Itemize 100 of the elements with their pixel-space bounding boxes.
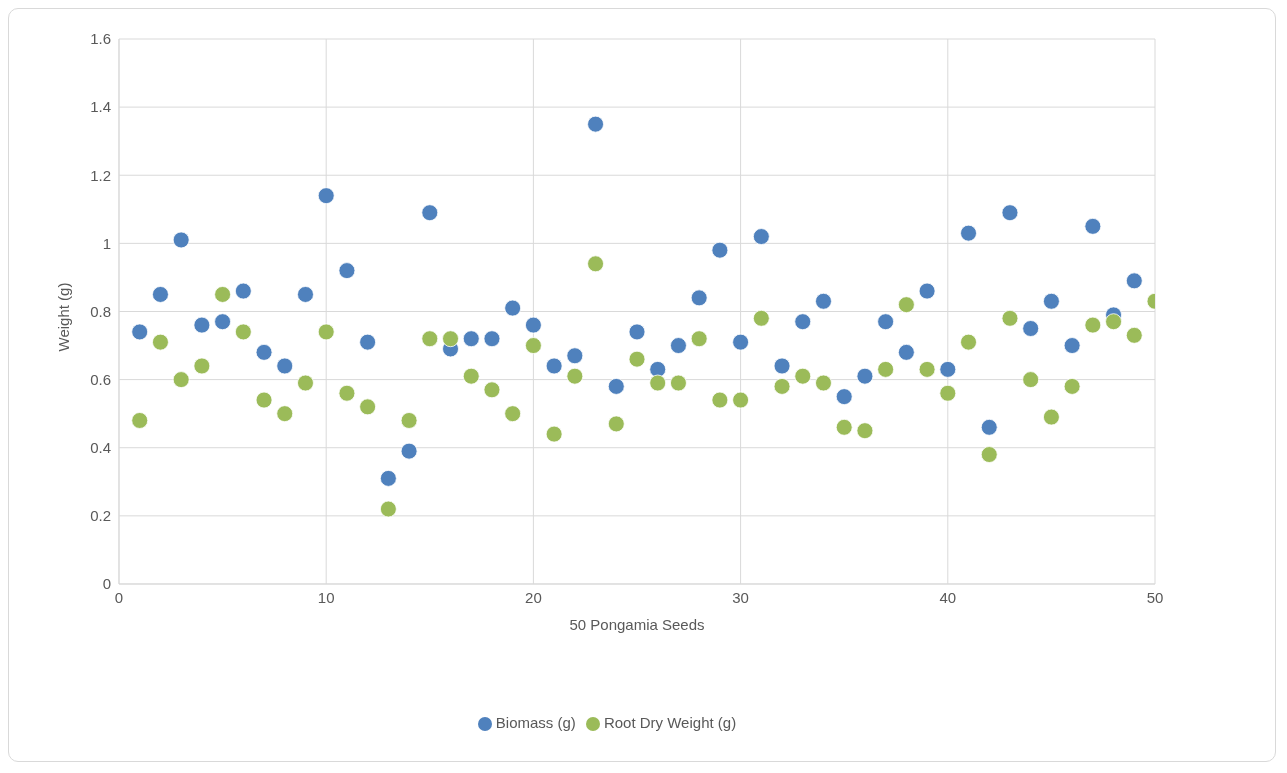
- point: [897, 343, 915, 361]
- point: [587, 255, 604, 273]
- y-tick-label: 0.2: [90, 507, 111, 525]
- point: [131, 412, 149, 429]
- point: [1084, 217, 1102, 235]
- point: [835, 418, 853, 436]
- point: [297, 286, 314, 303]
- point: [649, 374, 667, 392]
- point: [607, 415, 625, 433]
- point: [462, 367, 480, 385]
- legend-label: Root Dry Weight (g): [603, 713, 737, 731]
- point: [172, 231, 190, 249]
- point: [752, 309, 770, 327]
- point: [980, 446, 998, 463]
- x-axis-title: 50 Pongamia Seeds: [569, 615, 705, 633]
- point: [628, 323, 646, 341]
- point: [815, 292, 832, 310]
- point: [359, 398, 377, 416]
- point: [1084, 316, 1102, 334]
- x-tick-label: 0: [114, 588, 124, 606]
- point: [670, 337, 687, 354]
- point: [276, 405, 294, 423]
- point: [939, 384, 957, 402]
- point: [317, 323, 335, 341]
- y-tick-label: 1.6: [90, 30, 111, 48]
- point: [670, 374, 687, 392]
- y-tick-label: 0: [102, 575, 111, 593]
- point: [711, 241, 729, 259]
- point: [856, 367, 874, 385]
- point: [1022, 320, 1040, 337]
- point: [918, 360, 936, 378]
- x-tick-label: 30: [732, 588, 749, 606]
- point: [1125, 272, 1143, 290]
- point: [607, 378, 625, 395]
- point: [732, 391, 749, 409]
- point: [960, 224, 977, 242]
- point: [1063, 337, 1081, 354]
- point: [504, 405, 522, 423]
- point: [193, 316, 211, 334]
- point: [773, 378, 791, 395]
- point: [172, 371, 190, 389]
- point: [483, 381, 501, 399]
- x-tick-label: 10: [317, 588, 335, 606]
- point: [711, 391, 729, 409]
- point: [566, 367, 584, 385]
- point: [877, 313, 895, 331]
- point: [504, 299, 522, 317]
- point: [794, 313, 812, 331]
- point: [815, 374, 832, 392]
- point: [214, 286, 231, 303]
- point: [628, 350, 646, 368]
- point: [462, 330, 480, 348]
- point: [525, 337, 542, 354]
- point: [545, 425, 563, 443]
- x-tick-label: 50: [1146, 588, 1164, 606]
- point: [732, 333, 749, 351]
- point: [690, 330, 708, 348]
- point: [1063, 378, 1081, 395]
- y-tick-label: 0.8: [90, 302, 111, 320]
- y-axis-title: Weight (g): [55, 282, 73, 352]
- point: [566, 347, 584, 365]
- x-tick-label: 40: [939, 588, 957, 606]
- y-tick-label: 0.4: [90, 439, 111, 457]
- point: [193, 357, 211, 375]
- y-tick-label: 0.6: [90, 370, 111, 388]
- point: [483, 330, 501, 348]
- point: [525, 316, 542, 334]
- point: [918, 282, 936, 300]
- point: [649, 360, 667, 378]
- point: [152, 333, 169, 351]
- point: [359, 333, 377, 351]
- point: [794, 367, 812, 385]
- point: [980, 418, 998, 436]
- point: [877, 360, 895, 378]
- point: [234, 323, 252, 341]
- point: [255, 343, 273, 361]
- point: [400, 412, 418, 429]
- point: [234, 282, 252, 300]
- point: [1043, 292, 1060, 310]
- point: [960, 333, 977, 351]
- point: [400, 442, 418, 460]
- point: [421, 330, 439, 348]
- y-tick-label: 1: [102, 234, 111, 252]
- point: [1043, 408, 1060, 426]
- point: [939, 360, 957, 378]
- point: [545, 357, 563, 375]
- point: [379, 500, 397, 518]
- y-tick-label: 1.2: [90, 166, 111, 184]
- point: [442, 330, 459, 348]
- point: [1001, 309, 1019, 327]
- point: [255, 391, 273, 409]
- point: [338, 384, 356, 402]
- point: [421, 204, 439, 222]
- point: [835, 388, 853, 406]
- point: [1022, 371, 1040, 389]
- x-tick-label: 20: [525, 588, 542, 606]
- point: [1105, 313, 1122, 331]
- point: [317, 187, 335, 205]
- point: [752, 228, 770, 245]
- point: [1001, 204, 1019, 222]
